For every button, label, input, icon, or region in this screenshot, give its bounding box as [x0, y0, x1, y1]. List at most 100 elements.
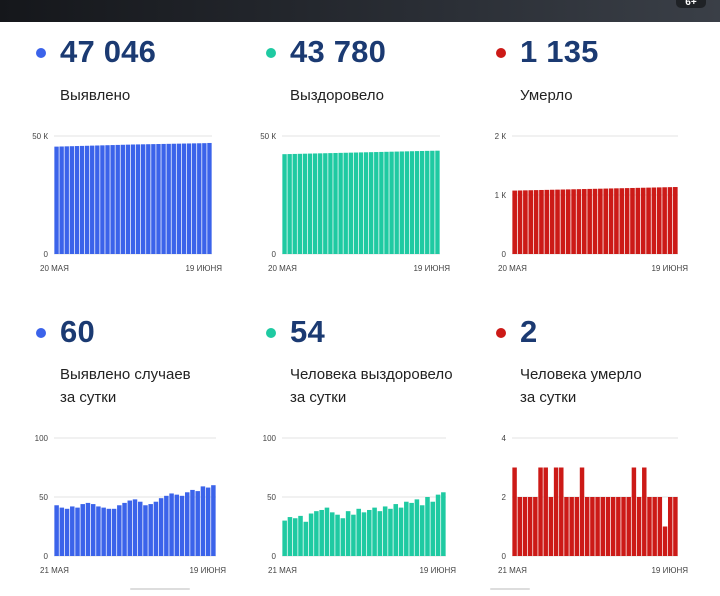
bar	[338, 152, 343, 254]
bar	[640, 187, 646, 254]
bar	[287, 154, 292, 254]
bar	[409, 502, 414, 556]
bar	[512, 467, 517, 556]
bar	[610, 497, 616, 556]
bar	[117, 505, 122, 556]
y-tick-label: 4	[502, 434, 507, 443]
bar	[328, 153, 333, 254]
bar	[120, 144, 125, 254]
bar	[662, 187, 667, 254]
bar	[419, 505, 425, 556]
bar	[441, 492, 446, 556]
chart-deaths-total: 0 1 К 2 К 20 МАЯ 19 ИЮНЯ	[495, 132, 689, 273]
bar	[95, 145, 100, 254]
bar	[619, 188, 625, 254]
bar	[59, 146, 64, 254]
bar	[430, 501, 436, 556]
bar	[308, 513, 314, 556]
bar	[64, 146, 69, 254]
bar	[388, 508, 393, 556]
bar	[576, 189, 582, 254]
bar	[553, 467, 559, 556]
bar	[287, 517, 293, 556]
bar	[673, 187, 678, 254]
bar	[399, 151, 404, 254]
bar	[662, 526, 668, 556]
x-start-label: 20 МАЯ	[498, 264, 527, 273]
stat-recovered-daily: 54 Человека выздоровело за сутки	[266, 314, 486, 414]
stat-label-line: Выявлено	[60, 87, 131, 104]
bar	[176, 143, 182, 254]
bar	[374, 152, 379, 254]
bar	[543, 467, 548, 556]
bar	[425, 150, 430, 254]
bar	[70, 506, 75, 556]
bar	[100, 145, 105, 254]
y-tick-label: 0	[44, 250, 49, 259]
bar	[559, 467, 564, 556]
stat-value: 2	[520, 314, 538, 349]
bar	[318, 153, 323, 254]
bar	[656, 187, 662, 254]
bar	[127, 500, 133, 556]
bar	[143, 505, 148, 556]
bar	[200, 486, 206, 556]
bar	[430, 150, 435, 254]
y-tick-label: 0	[502, 250, 507, 259]
bar	[207, 142, 212, 254]
bar	[197, 143, 202, 254]
bar	[54, 146, 59, 254]
green-dot-icon	[266, 48, 276, 58]
x-end-label: 19 ИЮНЯ	[189, 566, 226, 575]
stat-label: Выявлено случаев за сутки	[60, 363, 191, 409]
bar	[652, 497, 657, 556]
bar	[657, 497, 663, 556]
bar	[414, 151, 420, 254]
bar	[584, 497, 590, 556]
bar	[333, 152, 338, 254]
bar	[132, 499, 138, 556]
bar	[195, 491, 200, 556]
bar	[608, 188, 614, 254]
bar	[667, 187, 673, 254]
bar	[528, 190, 534, 254]
bar	[110, 145, 115, 254]
bar	[153, 501, 159, 556]
bar	[382, 506, 388, 556]
bar	[282, 154, 287, 254]
bar	[329, 512, 335, 556]
y-tick-label: 2	[502, 493, 507, 502]
bar	[356, 508, 361, 556]
bar	[353, 152, 359, 254]
y-tick-label: 2 К	[495, 132, 507, 141]
blue-dot-icon	[36, 48, 46, 58]
y-tick-label: 0	[272, 250, 277, 259]
bar	[166, 143, 171, 254]
bar	[377, 511, 383, 556]
bar	[548, 497, 554, 556]
bar	[186, 143, 192, 254]
bar	[345, 511, 351, 556]
blue-dot-icon	[36, 328, 46, 338]
bar	[538, 467, 543, 556]
bar	[137, 501, 143, 556]
bar	[74, 146, 80, 254]
y-tick-label: 50	[267, 493, 276, 502]
bar	[533, 190, 539, 254]
bar	[642, 467, 647, 556]
stat-value: 43 780	[290, 34, 387, 69]
bar	[141, 144, 146, 254]
bar	[517, 497, 523, 556]
bar	[379, 151, 384, 254]
bar	[90, 145, 95, 254]
bar	[90, 504, 96, 556]
bar	[564, 497, 569, 556]
red-dot-icon	[496, 328, 506, 338]
bar	[69, 146, 75, 254]
y-tick-label: 0	[44, 552, 49, 561]
bar	[122, 502, 127, 556]
bar	[282, 520, 287, 556]
bar	[616, 497, 621, 556]
bar	[202, 143, 207, 254]
bar	[191, 143, 197, 254]
